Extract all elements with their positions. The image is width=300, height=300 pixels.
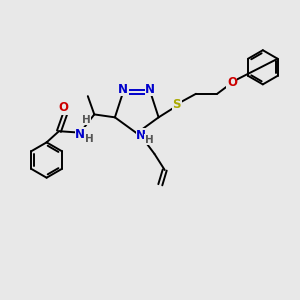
Text: N: N <box>136 129 146 142</box>
Text: H: H <box>85 134 93 144</box>
Text: O: O <box>227 76 237 89</box>
Text: N: N <box>75 128 85 141</box>
Text: S: S <box>172 98 181 112</box>
Text: O: O <box>58 101 68 114</box>
Text: N: N <box>145 83 155 96</box>
Text: N: N <box>118 83 128 96</box>
Text: H: H <box>82 115 90 125</box>
Text: H: H <box>145 135 154 145</box>
